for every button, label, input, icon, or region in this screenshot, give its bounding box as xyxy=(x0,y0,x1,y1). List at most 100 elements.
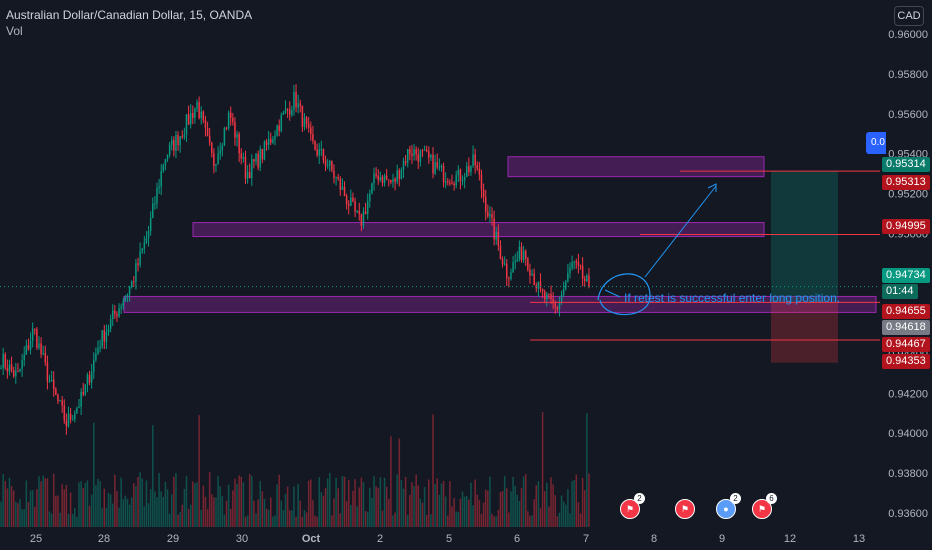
candle-body xyxy=(463,176,466,181)
candle-body xyxy=(48,381,51,383)
globe-icon: ● xyxy=(723,504,729,514)
volume-bar xyxy=(38,476,40,527)
symbol-title[interactable]: Australian Dollar/Canadian Dollar, 15, O… xyxy=(6,8,253,22)
candle-body xyxy=(554,303,556,308)
candles xyxy=(0,84,590,435)
event-flag-icon[interactable]: ⚑ 2 xyxy=(620,493,645,519)
candle-body xyxy=(436,162,438,168)
candle-body xyxy=(579,265,582,267)
volume-bar xyxy=(575,474,578,527)
candle-body xyxy=(474,154,476,166)
volume-label[interactable]: Vol xyxy=(6,24,23,38)
candle-body xyxy=(297,103,299,108)
candle-body xyxy=(358,211,361,215)
drawings[interactable] xyxy=(597,183,717,316)
candle-body xyxy=(322,149,325,161)
candle-body xyxy=(388,179,390,181)
volume-bar xyxy=(86,480,89,527)
candle-body xyxy=(558,302,561,310)
volume-bar xyxy=(562,501,565,527)
candle-body xyxy=(333,170,335,178)
volume-bar xyxy=(21,509,23,527)
volume-bar xyxy=(202,485,205,527)
volume-bar xyxy=(586,413,588,527)
event-flag-icon[interactable]: ⚑ xyxy=(675,499,695,519)
volume-bar xyxy=(310,479,312,527)
volume-bar xyxy=(154,491,156,527)
candle-body xyxy=(164,159,167,166)
add-price-badge[interactable]: 0.0 xyxy=(866,132,886,154)
volume-bar xyxy=(516,494,519,527)
candle-body xyxy=(107,328,110,333)
candle-body xyxy=(527,258,529,270)
volume-bar xyxy=(413,486,415,527)
volume-bar xyxy=(398,438,401,527)
volume-bar xyxy=(90,494,93,527)
time-axis[interactable]: 25 28 29 30 Oct 2 5 6 7 8 9 12 13 xyxy=(30,533,865,545)
volume-bar xyxy=(187,508,190,527)
candle-body xyxy=(221,145,224,151)
candle-body xyxy=(147,231,150,239)
long-position-tool[interactable] xyxy=(771,170,838,363)
currency-badge[interactable]: CAD xyxy=(894,6,924,26)
volume-bar xyxy=(2,474,4,527)
flag-icon: ⚑ xyxy=(680,504,690,514)
volume-bar xyxy=(396,474,398,527)
candle-body xyxy=(65,420,68,427)
volume-bar xyxy=(484,489,487,527)
candle-body xyxy=(76,407,78,414)
volume-bar xyxy=(164,481,167,527)
candle-body xyxy=(457,169,460,176)
volume-bars xyxy=(0,412,590,527)
time-tick-label: 6 xyxy=(514,533,520,545)
volume-bar xyxy=(242,482,245,527)
candle-body xyxy=(71,419,74,421)
candle-body xyxy=(80,391,82,407)
candle-body xyxy=(335,176,337,178)
candle-body xyxy=(185,114,188,135)
volume-bar xyxy=(472,505,474,527)
volume-bar xyxy=(69,492,72,527)
candle-body xyxy=(168,144,171,156)
volume-bar xyxy=(118,507,120,527)
volume-bar xyxy=(257,499,259,527)
volume-bar xyxy=(326,478,329,527)
candle-body xyxy=(244,156,247,179)
candle-body xyxy=(390,179,392,183)
volume-bar xyxy=(139,472,141,527)
candle-body xyxy=(329,160,331,166)
volume-bar xyxy=(461,491,464,527)
candle-body xyxy=(501,259,504,265)
volume-bar xyxy=(331,515,333,527)
candle-body xyxy=(95,353,97,360)
candle-body xyxy=(581,265,584,279)
profit-zone xyxy=(771,170,838,303)
price-tag-level: 0.94467 xyxy=(882,337,930,352)
candle-body xyxy=(461,180,464,182)
countdown-tag: 01:44 xyxy=(882,284,918,299)
candle-body xyxy=(337,176,339,179)
price-tag-last: 0.94734 xyxy=(882,268,930,283)
annotation-text[interactable]: If retest is successful enter long posit… xyxy=(624,291,841,305)
candle-body xyxy=(179,136,181,146)
volume-bar xyxy=(366,511,369,527)
candle-body xyxy=(259,149,261,168)
retest-circle xyxy=(597,273,651,316)
event-flag-icon[interactable]: ⚑ 6 xyxy=(752,493,777,519)
volume-bar xyxy=(335,477,337,527)
volume-bar xyxy=(166,489,169,527)
volume-bar xyxy=(50,513,53,527)
volume-bar xyxy=(514,485,516,527)
volume-bar xyxy=(383,477,386,527)
volume-bar xyxy=(337,488,339,527)
volume-bar xyxy=(320,492,323,527)
volume-bar xyxy=(360,477,363,527)
volume-bar xyxy=(213,497,215,527)
event-globe-icon[interactable]: ● 2 xyxy=(716,493,741,519)
volume-bar xyxy=(554,495,556,527)
volume-bar xyxy=(503,476,506,527)
candle-body xyxy=(103,330,106,342)
candle-body xyxy=(225,127,228,129)
candle-body xyxy=(202,111,205,121)
